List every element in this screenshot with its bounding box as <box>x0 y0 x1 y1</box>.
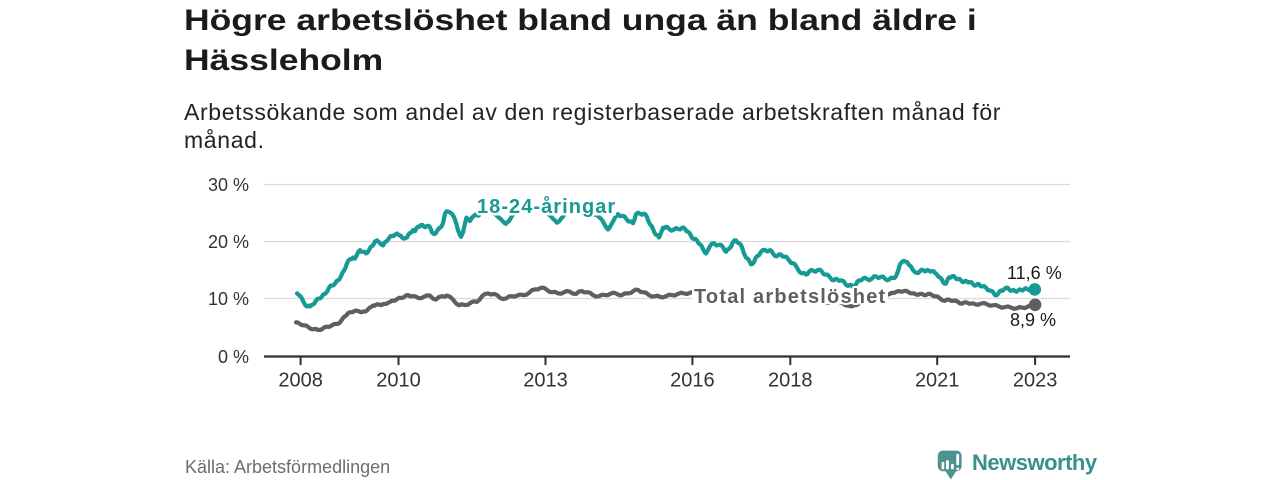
svg-text:2008: 2008 <box>278 370 323 392</box>
svg-text:0 %: 0 % <box>218 347 249 367</box>
svg-text:Newsworthy: Newsworthy <box>972 450 1098 475</box>
svg-text:2018: 2018 <box>768 370 813 392</box>
svg-text:8,9 %: 8,9 % <box>1010 310 1056 330</box>
svg-text:2016: 2016 <box>670 370 715 392</box>
svg-text:2010: 2010 <box>376 370 421 392</box>
svg-text:18-24-åringar: 18-24-åringar <box>477 195 616 218</box>
svg-text:10 %: 10 % <box>208 289 249 309</box>
svg-text:30 %: 30 % <box>208 175 249 195</box>
svg-text:20 %: 20 % <box>208 232 249 252</box>
svg-text:2021: 2021 <box>915 370 960 392</box>
svg-text:Total arbetslöshet: Total arbetslöshet <box>694 286 886 308</box>
svg-text:2023: 2023 <box>1013 370 1058 392</box>
svg-text:11,6 %: 11,6 % <box>1007 263 1062 283</box>
svg-text:2013: 2013 <box>523 370 568 392</box>
